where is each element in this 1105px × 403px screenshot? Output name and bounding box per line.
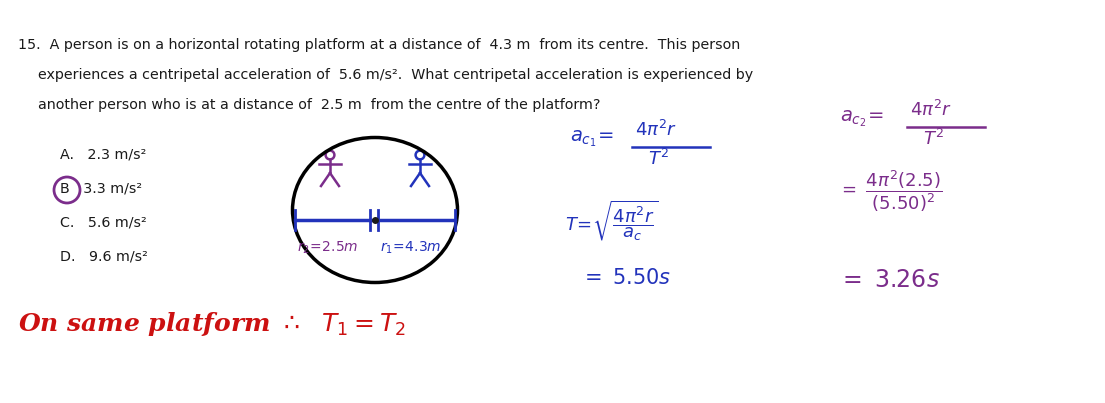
Text: $=\ 5.50s$: $=\ 5.50s$ bbox=[580, 268, 672, 288]
Text: $T\!=\!\sqrt{\dfrac{4\pi^2 r}{a_c}}$: $T\!=\!\sqrt{\dfrac{4\pi^2 r}{a_c}}$ bbox=[565, 198, 659, 243]
Text: $T^2$: $T^2$ bbox=[923, 129, 944, 149]
Text: $a_{c_1}\!=\!$: $a_{c_1}\!=\!$ bbox=[570, 128, 613, 149]
Text: $=\ \dfrac{4\pi^2(2.5)}{(5.50)^2}$: $=\ \dfrac{4\pi^2(2.5)}{(5.50)^2}$ bbox=[838, 168, 943, 214]
Text: A.   2.3 m/s²: A. 2.3 m/s² bbox=[60, 148, 146, 162]
Text: B   3.3 m/s²: B 3.3 m/s² bbox=[60, 182, 143, 196]
Text: $a_{c_2}\!=\!$: $a_{c_2}\!=\!$ bbox=[840, 108, 884, 129]
Text: $r_1\!=\!4.3m$: $r_1\!=\!4.3m$ bbox=[380, 240, 441, 256]
Text: $r_2\!=\!2.5m$: $r_2\!=\!2.5m$ bbox=[297, 240, 358, 256]
Text: $4\pi^2 r$: $4\pi^2 r$ bbox=[911, 100, 951, 120]
Text: 15.  A person is on a horizontal rotating platform at a distance of  4.3 m  from: 15. A person is on a horizontal rotating… bbox=[18, 38, 740, 52]
Text: D.   9.6 m/s²: D. 9.6 m/s² bbox=[60, 250, 148, 264]
Text: another person who is at a distance of  2.5 m  from the centre of the platform?: another person who is at a distance of 2… bbox=[38, 98, 600, 112]
Text: $=\ 3.26s$: $=\ 3.26s$ bbox=[838, 268, 940, 292]
Text: On same platform $\therefore$  $T_1 = T_2$: On same platform $\therefore$ $T_1 = T_2… bbox=[18, 310, 406, 338]
Text: experiences a centripetal acceleration of  5.6 m/s².  What centripetal accelerat: experiences a centripetal acceleration o… bbox=[38, 68, 754, 82]
Text: $4\pi^2 r$: $4\pi^2 r$ bbox=[635, 120, 677, 140]
Text: C.   5.6 m/s²: C. 5.6 m/s² bbox=[60, 216, 147, 230]
Text: $T^2$: $T^2$ bbox=[648, 149, 669, 169]
